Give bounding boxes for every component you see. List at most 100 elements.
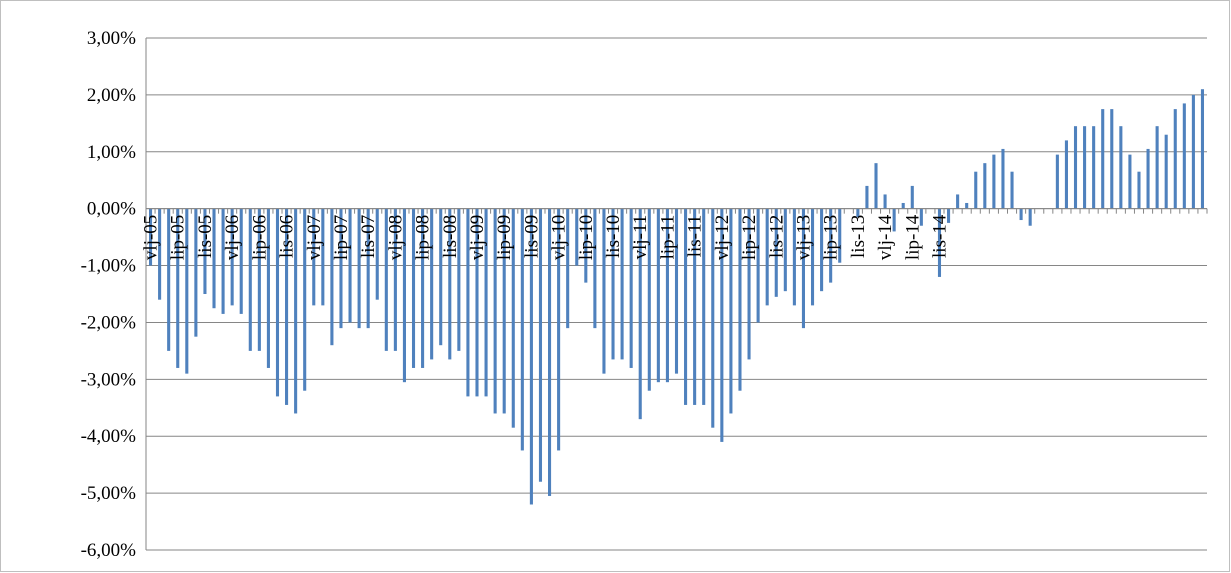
axes: [145, 38, 1208, 550]
bar: [339, 208, 343, 329]
bar: [375, 208, 379, 300]
bar: [1092, 126, 1096, 209]
y-tick-label: -6,00%: [81, 540, 137, 561]
bar: [484, 208, 488, 397]
bar: [747, 208, 751, 360]
x-category-label: lip-09: [494, 215, 515, 260]
bar: [176, 208, 180, 368]
x-category-label: vlj-07: [304, 215, 325, 260]
bar: [711, 208, 715, 428]
bar: [665, 208, 669, 383]
x-category-label: lip-08: [413, 215, 434, 260]
bar: [883, 194, 887, 209]
bar: [983, 163, 987, 209]
bar: [765, 208, 769, 306]
bar: [402, 208, 406, 383]
bar: [838, 208, 842, 263]
bar: [892, 208, 896, 232]
x-category-label: vlj-09: [467, 215, 488, 260]
bar: [684, 208, 688, 405]
bar: [348, 208, 352, 323]
bar: [230, 208, 234, 306]
bar: [1119, 126, 1123, 209]
y-tick-label: -1,00%: [81, 256, 137, 277]
y-tick-label: 2,00%: [87, 85, 136, 106]
bar: [321, 208, 325, 306]
bar: [548, 208, 552, 496]
bar: [611, 208, 615, 360]
bar: [756, 208, 760, 323]
bar: [411, 208, 416, 368]
bar: [421, 208, 425, 368]
bar: [856, 208, 860, 218]
bar: [266, 208, 270, 368]
bar: [275, 208, 280, 397]
y-tick-label: -4,00%: [81, 426, 137, 447]
bar: [439, 208, 443, 346]
bar: [1155, 126, 1159, 209]
bar: [1110, 109, 1114, 209]
bar: [874, 163, 878, 209]
bar: [511, 208, 515, 428]
x-category-label: lip-07: [331, 215, 352, 260]
bar: [1146, 148, 1150, 209]
bar: [1137, 171, 1141, 209]
bar: [602, 208, 606, 374]
bar: [493, 208, 497, 414]
x-category-label: lis-08: [440, 215, 461, 258]
bar: [257, 208, 261, 351]
bar: [865, 185, 869, 209]
x-category-label: vlj-11: [630, 215, 651, 260]
bar: [203, 208, 207, 294]
bar: [620, 208, 624, 360]
x-category-label: lis-09: [521, 215, 542, 258]
bar: [248, 208, 252, 351]
bar: [312, 208, 316, 306]
bar: [167, 208, 171, 351]
x-category-label: lis-10: [603, 215, 624, 258]
bar: [430, 208, 434, 360]
bar: [792, 208, 796, 306]
bar: [1064, 140, 1068, 209]
bar: [529, 208, 533, 505]
bar: [1164, 134, 1168, 209]
bar: [475, 208, 479, 397]
x-category-label: lis-06: [277, 215, 298, 258]
bar: [357, 208, 361, 329]
y-tick-label: -5,00%: [81, 483, 137, 504]
bar: [1101, 109, 1105, 209]
bar: [729, 208, 733, 414]
bar: [1200, 89, 1205, 209]
bar: [829, 208, 833, 283]
bar: [185, 208, 189, 374]
bar: [384, 208, 388, 351]
x-category-label: lip-06: [249, 215, 270, 260]
bars: [148, 89, 1205, 505]
bar: [330, 208, 334, 346]
bar: [221, 208, 225, 314]
bar: [393, 208, 397, 351]
bar: [148, 208, 153, 266]
bar: [801, 208, 805, 329]
x-category-label: vlj-12: [712, 215, 733, 260]
bar: [629, 208, 633, 368]
x-category-label: lip-05: [168, 215, 189, 260]
bar: [566, 208, 570, 329]
x-category-label: vlj-13: [794, 215, 815, 260]
x-category-label: lis-12: [766, 215, 787, 258]
bar: [1010, 171, 1014, 209]
x-category-label: lis-13: [848, 215, 869, 258]
bar: [294, 208, 298, 414]
bar: [593, 208, 597, 329]
y-tick-label: 3,00%: [87, 28, 136, 49]
bar: [956, 194, 960, 209]
bar: [937, 208, 942, 277]
bar: [738, 208, 742, 391]
x-category-label: lip-11: [657, 215, 678, 260]
bar: [448, 208, 452, 360]
y-tick-label: -3,00%: [81, 369, 137, 390]
bar: [774, 208, 778, 297]
bar: [965, 202, 969, 209]
